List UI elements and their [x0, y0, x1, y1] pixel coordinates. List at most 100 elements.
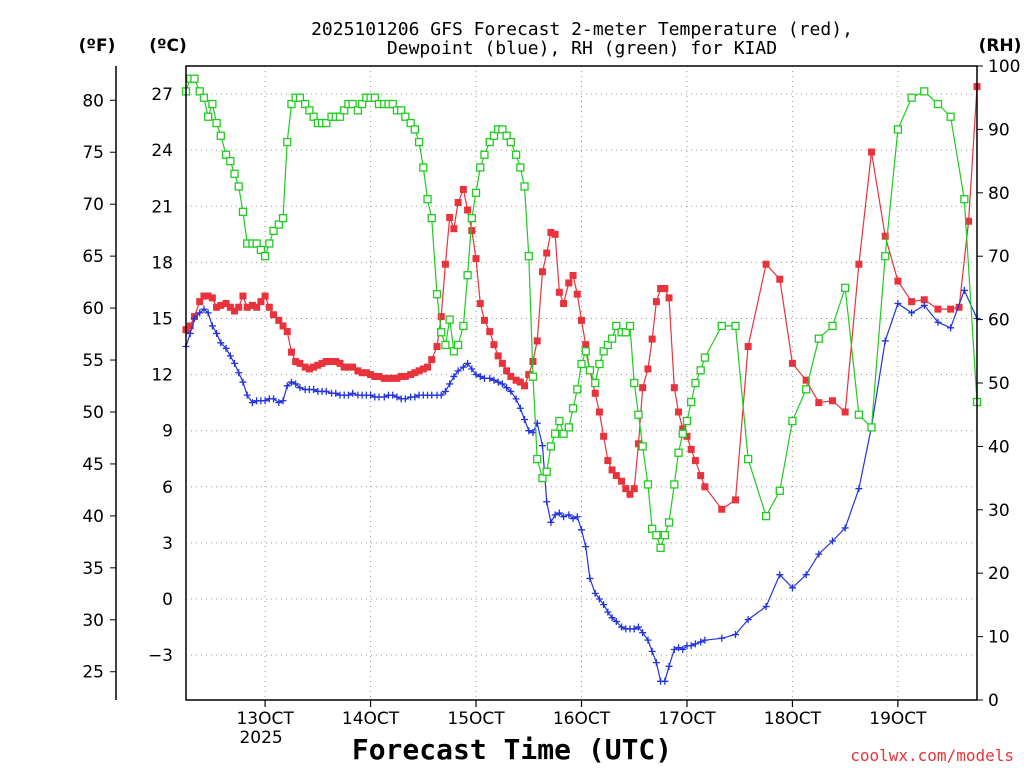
relative-humidity-point	[467, 214, 476, 223]
2-meter-temperature-point	[652, 298, 660, 306]
dewpoint-point	[788, 584, 796, 592]
relative-humidity-point	[274, 220, 283, 229]
2-meter-temperature-point	[648, 335, 656, 343]
dewpoint-point	[908, 309, 916, 317]
2-meter-temperature-point	[446, 213, 454, 221]
2-meter-temperature-point	[419, 365, 427, 373]
dewpoint-point	[235, 369, 243, 377]
2-meter-temperature-point	[802, 376, 810, 384]
2-meter-temperature-point	[472, 255, 480, 263]
2-meter-temperature-point	[261, 292, 269, 300]
relative-humidity-point	[559, 429, 568, 438]
relative-humidity-point	[265, 239, 274, 248]
2-meter-temperature-point	[661, 285, 669, 293]
relative-humidity-point	[370, 93, 379, 102]
dewpoint-point	[829, 537, 837, 545]
relative-humidity-point	[854, 410, 864, 419]
2-meter-temperature-point	[644, 365, 652, 373]
2-meter-temperature-point	[375, 372, 383, 380]
relative-humidity-point	[230, 169, 239, 178]
2-meter-temperature-point	[415, 367, 423, 375]
dewpoint-series	[182, 286, 981, 685]
2-meter-temperature-point	[235, 303, 243, 311]
dewpoint-point	[472, 371, 480, 379]
fahrenheit-tick-label: 80	[82, 91, 104, 111]
dewpoint-point	[648, 647, 656, 655]
2-meter-temperature-point	[292, 357, 300, 365]
relative-humidity-point	[933, 99, 943, 109]
relative-humidity-point	[287, 99, 296, 109]
dewpoint-point	[279, 397, 287, 405]
2-meter-temperature-point	[468, 227, 476, 235]
2-meter-temperature-point	[393, 374, 401, 382]
2-meter-temperature-point	[608, 466, 616, 474]
relative-humidity-point	[960, 194, 969, 204]
relative-humidity-point	[581, 347, 590, 356]
2-meter-temperature-point	[555, 288, 563, 296]
dewpoint-point	[512, 395, 520, 403]
celsius-tick-label: 6	[162, 478, 173, 498]
credit-text: coolwx.com/models	[850, 746, 1014, 765]
2-meter-temperature-point	[371, 372, 379, 380]
2-meter-temperature-point	[397, 372, 405, 380]
dewpoint-point	[401, 395, 409, 403]
plot-frame	[185, 65, 978, 701]
dewpoint-point	[292, 380, 300, 388]
relative-humidity-point	[682, 416, 692, 426]
relative-humidity-point	[867, 423, 876, 432]
2-meter-temperature-point	[380, 374, 388, 382]
2-meter-temperature-point	[731, 496, 739, 504]
2-meter-temperature-point	[213, 303, 221, 311]
2-meter-temperature-point	[243, 303, 251, 311]
fahrenheit-tick-label: 65	[82, 247, 104, 267]
dewpoint-point	[261, 397, 269, 405]
dewpoint-point	[802, 571, 810, 579]
relative-humidity-point	[555, 416, 564, 426]
2-meter-temperature-point	[591, 389, 599, 397]
celsius-tick-label: 15	[151, 309, 173, 329]
relative-humidity-point	[453, 340, 463, 350]
rh-tick-label: 80	[988, 184, 1010, 204]
relative-humidity-point	[427, 214, 436, 223]
relative-humidity-point	[199, 93, 209, 102]
2-meter-temperature-point	[217, 301, 225, 309]
2-meter-temperature-point	[894, 277, 902, 285]
relative-humidity-point	[607, 334, 617, 343]
dewpoint-point	[349, 389, 357, 397]
2-meter-temperature-point	[305, 365, 313, 373]
2-meter-temperature-point	[231, 307, 239, 315]
fahrenheit-tick-label: 55	[82, 351, 104, 371]
relative-humidity-point	[841, 283, 850, 293]
celsius-tick-label: 21	[151, 197, 173, 217]
dewpoint-point	[490, 376, 498, 384]
2-meter-temperature-point	[841, 408, 849, 416]
dewpoint-point	[618, 623, 626, 631]
dewpoint-point	[441, 387, 449, 395]
x-tick-label: 17OCT	[658, 709, 716, 729]
relative-humidity-point	[445, 315, 454, 324]
2-meter-temperature-point	[328, 357, 336, 365]
dewpoint-point	[222, 344, 230, 352]
relative-humidity-point	[546, 442, 556, 451]
fahrenheit-unit-label: (ºF)	[79, 36, 116, 56]
dewpoint-point	[521, 415, 529, 423]
2-meter-temperature-point	[934, 305, 942, 313]
2-meter-temperature-point	[657, 285, 665, 293]
celsius-tick-label: 12	[151, 366, 173, 386]
relative-humidity-point	[221, 150, 231, 159]
dewpoint-point	[459, 363, 467, 371]
relative-humidity-point	[648, 524, 657, 533]
dewpoint-point	[661, 677, 669, 685]
relative-humidity-point	[603, 340, 613, 350]
2-meter-temperature-point	[450, 225, 458, 233]
2-meter-temperature-point	[538, 268, 546, 276]
relative-humidity-point	[269, 226, 278, 235]
relative-humidity-point	[511, 150, 521, 159]
dewpoint-point	[679, 646, 687, 654]
2-meter-temperature-point	[318, 359, 326, 367]
relative-humidity-point	[717, 321, 726, 331]
relative-humidity-point	[226, 156, 235, 166]
2-meter-temperature-point	[332, 357, 340, 365]
fahrenheit-tick-label: 70	[82, 195, 104, 215]
dewpoint-point	[208, 322, 216, 330]
